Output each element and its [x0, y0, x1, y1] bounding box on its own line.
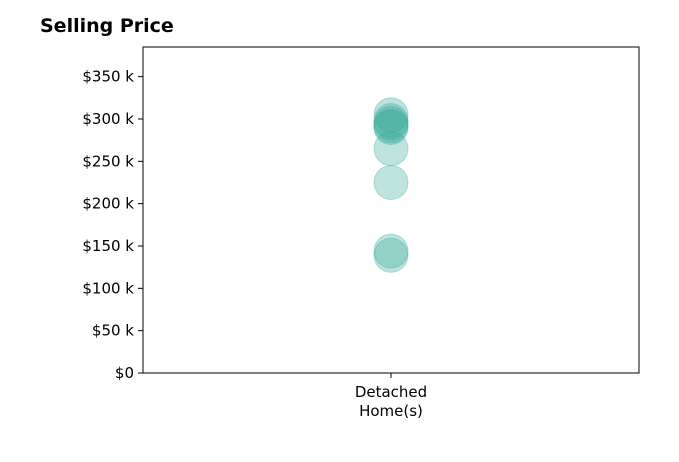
- data-point: [373, 103, 409, 139]
- data-point: [373, 164, 409, 200]
- x-tick-label: Detached Home(s): [355, 383, 427, 420]
- y-tick-label: $150 k: [82, 237, 134, 255]
- ticks-layer: $0 $50 k $100 k $150 k $200 k $250 k $300 k $35…: [82, 68, 427, 420]
- chart-title: Selling Price: [40, 15, 174, 37]
- y-tick-label: $350 k: [82, 68, 134, 86]
- y-tick-label: $0: [115, 364, 134, 382]
- y-tick-label: $50 k: [92, 322, 134, 340]
- data-point: [373, 105, 409, 141]
- axes-layer: [142, 46, 640, 374]
- y-tick-label: $200 k: [82, 195, 134, 213]
- points-layer: [373, 97, 409, 273]
- data-point: [373, 108, 409, 144]
- plot-frame: [142, 46, 640, 374]
- data-point: [373, 237, 409, 273]
- data-point: [373, 97, 409, 133]
- y-tick-label: $250 k: [82, 152, 134, 170]
- y-tick-label: $300 k: [82, 110, 134, 128]
- y-tick-label: $100 k: [82, 279, 134, 297]
- data-point: [373, 131, 409, 167]
- data-point: [373, 109, 409, 145]
- data-point: [373, 233, 409, 269]
